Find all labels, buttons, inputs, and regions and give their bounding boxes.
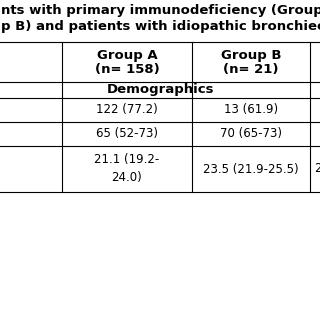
Text: 24.0): 24.0) (112, 172, 142, 185)
Text: Demographics: Demographics (106, 84, 214, 97)
Text: (n= 21): (n= 21) (223, 63, 279, 76)
Text: 21.1 (19.2-: 21.1 (19.2- (94, 154, 160, 166)
Text: 65 (52-73): 65 (52-73) (96, 127, 158, 140)
Text: (n= 158): (n= 158) (95, 63, 159, 76)
Text: 122 (77.2): 122 (77.2) (96, 103, 158, 116)
Text: 70 (65-73): 70 (65-73) (220, 127, 282, 140)
Text: Group B: Group B (221, 49, 281, 61)
Text: p B) and patients with idiopathic bronchiectasis (Gro: p B) and patients with idiopathic bronch… (1, 20, 320, 33)
Text: 23.5 (21.9-25.5): 23.5 (21.9-25.5) (203, 163, 299, 175)
Text: 13 (61.9): 13 (61.9) (224, 103, 278, 116)
Text: Group A: Group A (97, 49, 157, 61)
Text: nts with primary immunodeficiency (Group A), patie: nts with primary immunodeficiency (Group… (1, 4, 320, 17)
Text: 2: 2 (314, 163, 320, 175)
